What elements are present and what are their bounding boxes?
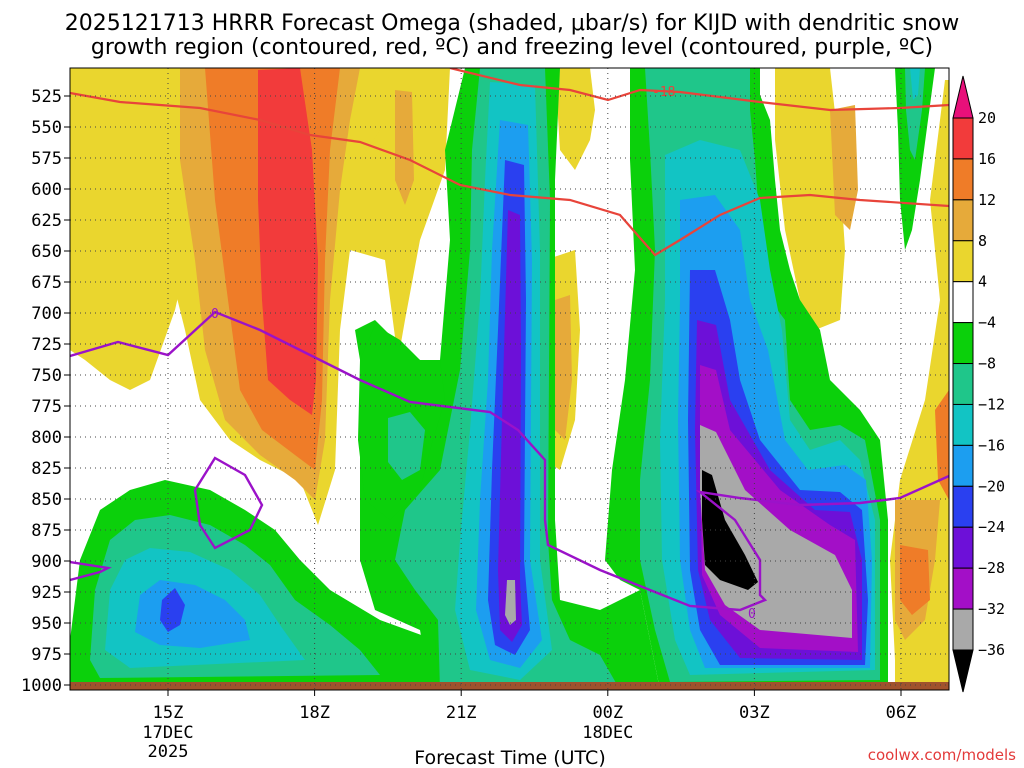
colorbar-segment [952,117,974,160]
colorbar-label: −28 [978,559,1005,577]
y-tick-label: 950 [31,614,62,634]
colorbar-label: 12 [978,191,996,209]
freezing-contour-main [70,310,949,612]
y-tick-label: 800 [31,428,62,448]
x-axis-title: Forecast Time (UTC) [414,747,605,768]
y-tick-label: 825 [31,459,62,479]
y-tick-label: 725 [31,335,62,355]
colorbar-label: −4 [978,314,996,332]
x-tick-label: 03Z [739,703,770,723]
colorbar-label: −32 [978,600,1005,618]
gridlines [64,68,949,696]
freezing-contour-left [70,560,112,582]
freezing-contour-label-1: 0 [211,307,219,322]
y-tick-label: 550 [31,118,62,138]
colorbar-segment [952,199,974,242]
x-tick-sublabel: 18DEC [582,723,633,743]
x-tick-sublabel: 17DEC [142,723,193,743]
title-line-1: 2025121713 HRRR Forecast Omega (shaded, … [65,11,960,36]
omega-shading: -18 0 0 [70,68,949,690]
x-tick-label: 18Z [299,703,330,723]
dgz-contour-upper [449,68,949,112]
y-tick-label: 925 [31,583,62,603]
x-tick-label: 21Z [446,703,477,723]
colorbar-segment [952,363,974,405]
dgz-contour-lower [70,91,949,257]
x-tick-sublabel: 2025 [148,742,189,762]
freezing-contour-label-2: 0 [748,607,756,622]
x-tick-label: 00Z [592,703,623,723]
colorbar-top-arrow [952,75,974,119]
colorbar-bottom-arrow [952,649,974,693]
y-tick-label: 675 [31,273,62,293]
colorbar-segment [952,608,974,651]
y-tick-label: 875 [31,521,62,541]
x-tick-label: 06Z [886,703,917,723]
colorbar-label: 8 [978,232,987,250]
colorbar-segment [952,403,974,446]
dgz-contour-label: -18 [652,85,675,100]
colorbar-label: −20 [978,477,1005,495]
y-tick-label: 850 [31,490,62,510]
colorbar-segment [952,444,974,487]
x-tick-label: 15Z [153,703,184,723]
title-line-2: growth region (contoured, red, ºC) and f… [91,35,933,60]
colorbar-segment [952,240,974,283]
colorbar-label: −16 [978,436,1005,454]
y-tick-label: 525 [31,87,62,107]
y-tick-label: 650 [31,242,62,262]
ground-strip [70,682,949,690]
colorbar-segment [952,281,974,324]
y-tick-label: 600 [31,180,62,200]
colorbar-segment [952,158,974,201]
y-tick-label: 1000 [21,676,62,696]
y-tick-label: 625 [31,211,62,231]
y-axis-labels: 525 550 575 600 625 650 675 700 725 750 775 800 825 8… [21,87,62,696]
y-tick-label: 700 [31,304,62,324]
colorbar: 20 16 12 8 4 −4 −8 −12 −16 −20 −24 −28 −32 −36 [952,75,1005,693]
colorbar-segment [952,526,974,569]
freezing-contour-loop [193,456,264,550]
colorbar-segment [952,567,974,610]
y-tick-label: 575 [31,149,62,169]
y-tick-label: 975 [31,645,62,665]
colorbar-label: 16 [978,150,996,168]
colorbar-label: −8 [978,355,996,373]
colorbar-label: −24 [978,518,1005,536]
colorbar-segment [952,322,974,365]
y-tick-label: 775 [31,397,62,417]
colorbar-label: 20 [978,109,996,127]
y-tick-label: 750 [31,366,62,386]
watermark: coolwx.com/models [868,746,1016,764]
colorbar-label: −36 [978,641,1005,659]
colorbar-segment [952,485,974,528]
y-tick-label: 900 [31,552,62,572]
plot-frame [69,67,950,691]
colorbar-label: 4 [978,273,987,291]
colorbar-label: −12 [978,395,1005,413]
